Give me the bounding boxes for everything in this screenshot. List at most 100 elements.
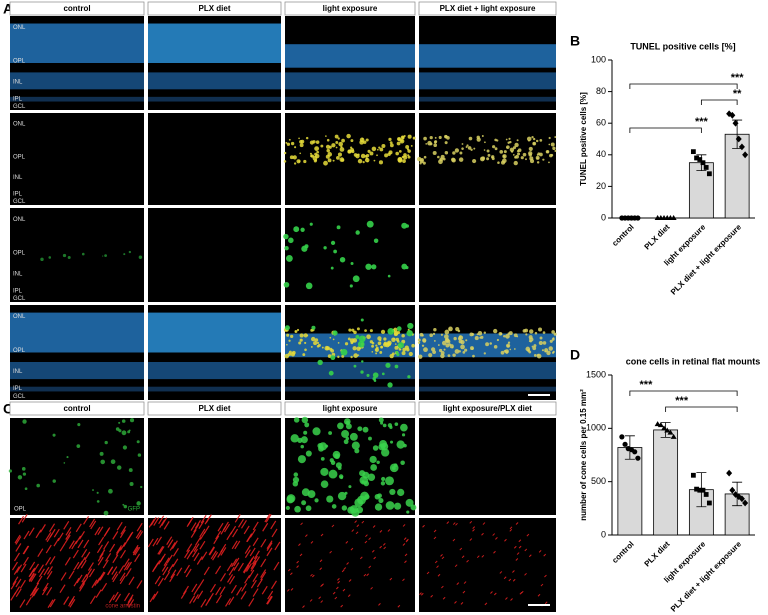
nuclear-layer: [148, 312, 281, 353]
signal: [297, 455, 306, 464]
cone-signal: [519, 591, 523, 595]
cone-signal: [33, 563, 40, 573]
cone-signal: [208, 546, 215, 556]
y-tick-label: 100: [591, 54, 606, 64]
cone-signal: [87, 562, 94, 571]
cone-signal: [39, 524, 46, 533]
micrograph: [419, 418, 556, 515]
signal: [391, 466, 396, 471]
cone-signal: [372, 525, 376, 528]
nuclear-layer: [285, 386, 415, 392]
signal: [339, 147, 345, 152]
cone-signal: [200, 598, 207, 608]
signal: [367, 473, 376, 482]
micrograph: [419, 518, 556, 612]
signal: [66, 456, 69, 459]
cone-signal: [31, 589, 38, 598]
signal: [529, 329, 534, 334]
signal: [288, 138, 291, 141]
cone-signal: [346, 562, 349, 565]
significance-label: ***: [675, 395, 689, 407]
cone-signal: [244, 549, 251, 559]
signal: [533, 353, 537, 357]
panel-label: C: [3, 401, 13, 417]
signal: [140, 485, 143, 489]
signal: [535, 139, 539, 143]
signal: [359, 470, 366, 477]
signal: [330, 240, 336, 245]
signal: [336, 225, 341, 230]
cone-signal: [287, 568, 291, 572]
signal: [385, 476, 394, 486]
cone-signal: [516, 552, 520, 555]
layer-label: GCL: [13, 394, 26, 400]
signal: [370, 464, 378, 471]
signal: [314, 498, 319, 503]
signal: [506, 344, 510, 348]
signal: [372, 445, 379, 451]
signal: [286, 494, 296, 503]
cone-signal: [46, 570, 53, 580]
signal: [389, 488, 396, 496]
signal: [473, 147, 476, 150]
signal: [335, 141, 339, 144]
cone-signal: [80, 559, 87, 569]
signal: [525, 333, 528, 336]
cone-signal: [23, 530, 30, 540]
signal: [508, 137, 511, 140]
cone-signal: [540, 583, 544, 587]
signal: [298, 137, 300, 140]
layer-label: ONL: [13, 122, 26, 128]
cone-signal: [219, 573, 227, 582]
signal: [353, 353, 359, 358]
cone-signal: [404, 553, 408, 557]
signal: [304, 348, 307, 352]
column-header-text: PLX diet: [198, 404, 230, 413]
cone-signal: [49, 523, 56, 532]
signal: [429, 135, 433, 140]
cone-signal: [252, 573, 259, 582]
cone-signal: [248, 597, 255, 607]
signal: [404, 345, 409, 350]
signal: [538, 327, 543, 332]
signal: [509, 147, 515, 152]
cone-signal: [13, 552, 20, 562]
cone-signal: [368, 565, 372, 569]
layer-label: ONL: [13, 217, 26, 223]
cone-signal: [225, 598, 232, 607]
cone-signal: [454, 601, 457, 604]
signal: [366, 334, 371, 340]
signal: [294, 146, 297, 149]
data-point: [700, 487, 706, 493]
cone-signal: [197, 590, 204, 600]
signal: [379, 147, 384, 152]
signal: [505, 138, 508, 141]
significance-bracket: [665, 406, 738, 412]
signal: [317, 442, 323, 449]
signal: [115, 427, 120, 431]
cone-signal: [167, 539, 174, 548]
signal: [352, 340, 355, 343]
cone-signal: [105, 553, 112, 562]
cone-signal: [215, 565, 222, 575]
cone-signal: [504, 538, 507, 542]
signal: [313, 341, 318, 346]
signal: [293, 417, 300, 423]
data-point: [742, 151, 749, 159]
signal: [500, 350, 505, 355]
signal: [332, 330, 338, 336]
cone-signal: [441, 585, 444, 589]
signal: [512, 153, 515, 156]
signal: [341, 138, 345, 143]
signal: [438, 135, 442, 140]
signal: [438, 159, 443, 165]
signal: [534, 331, 538, 335]
cone-signal: [433, 536, 437, 540]
column-header-text: control: [63, 404, 90, 413]
signal: [310, 336, 316, 342]
signal: [371, 341, 375, 345]
x-tick-label: PLX diet: [643, 222, 672, 251]
signal: [374, 503, 383, 511]
signal: [351, 328, 355, 332]
